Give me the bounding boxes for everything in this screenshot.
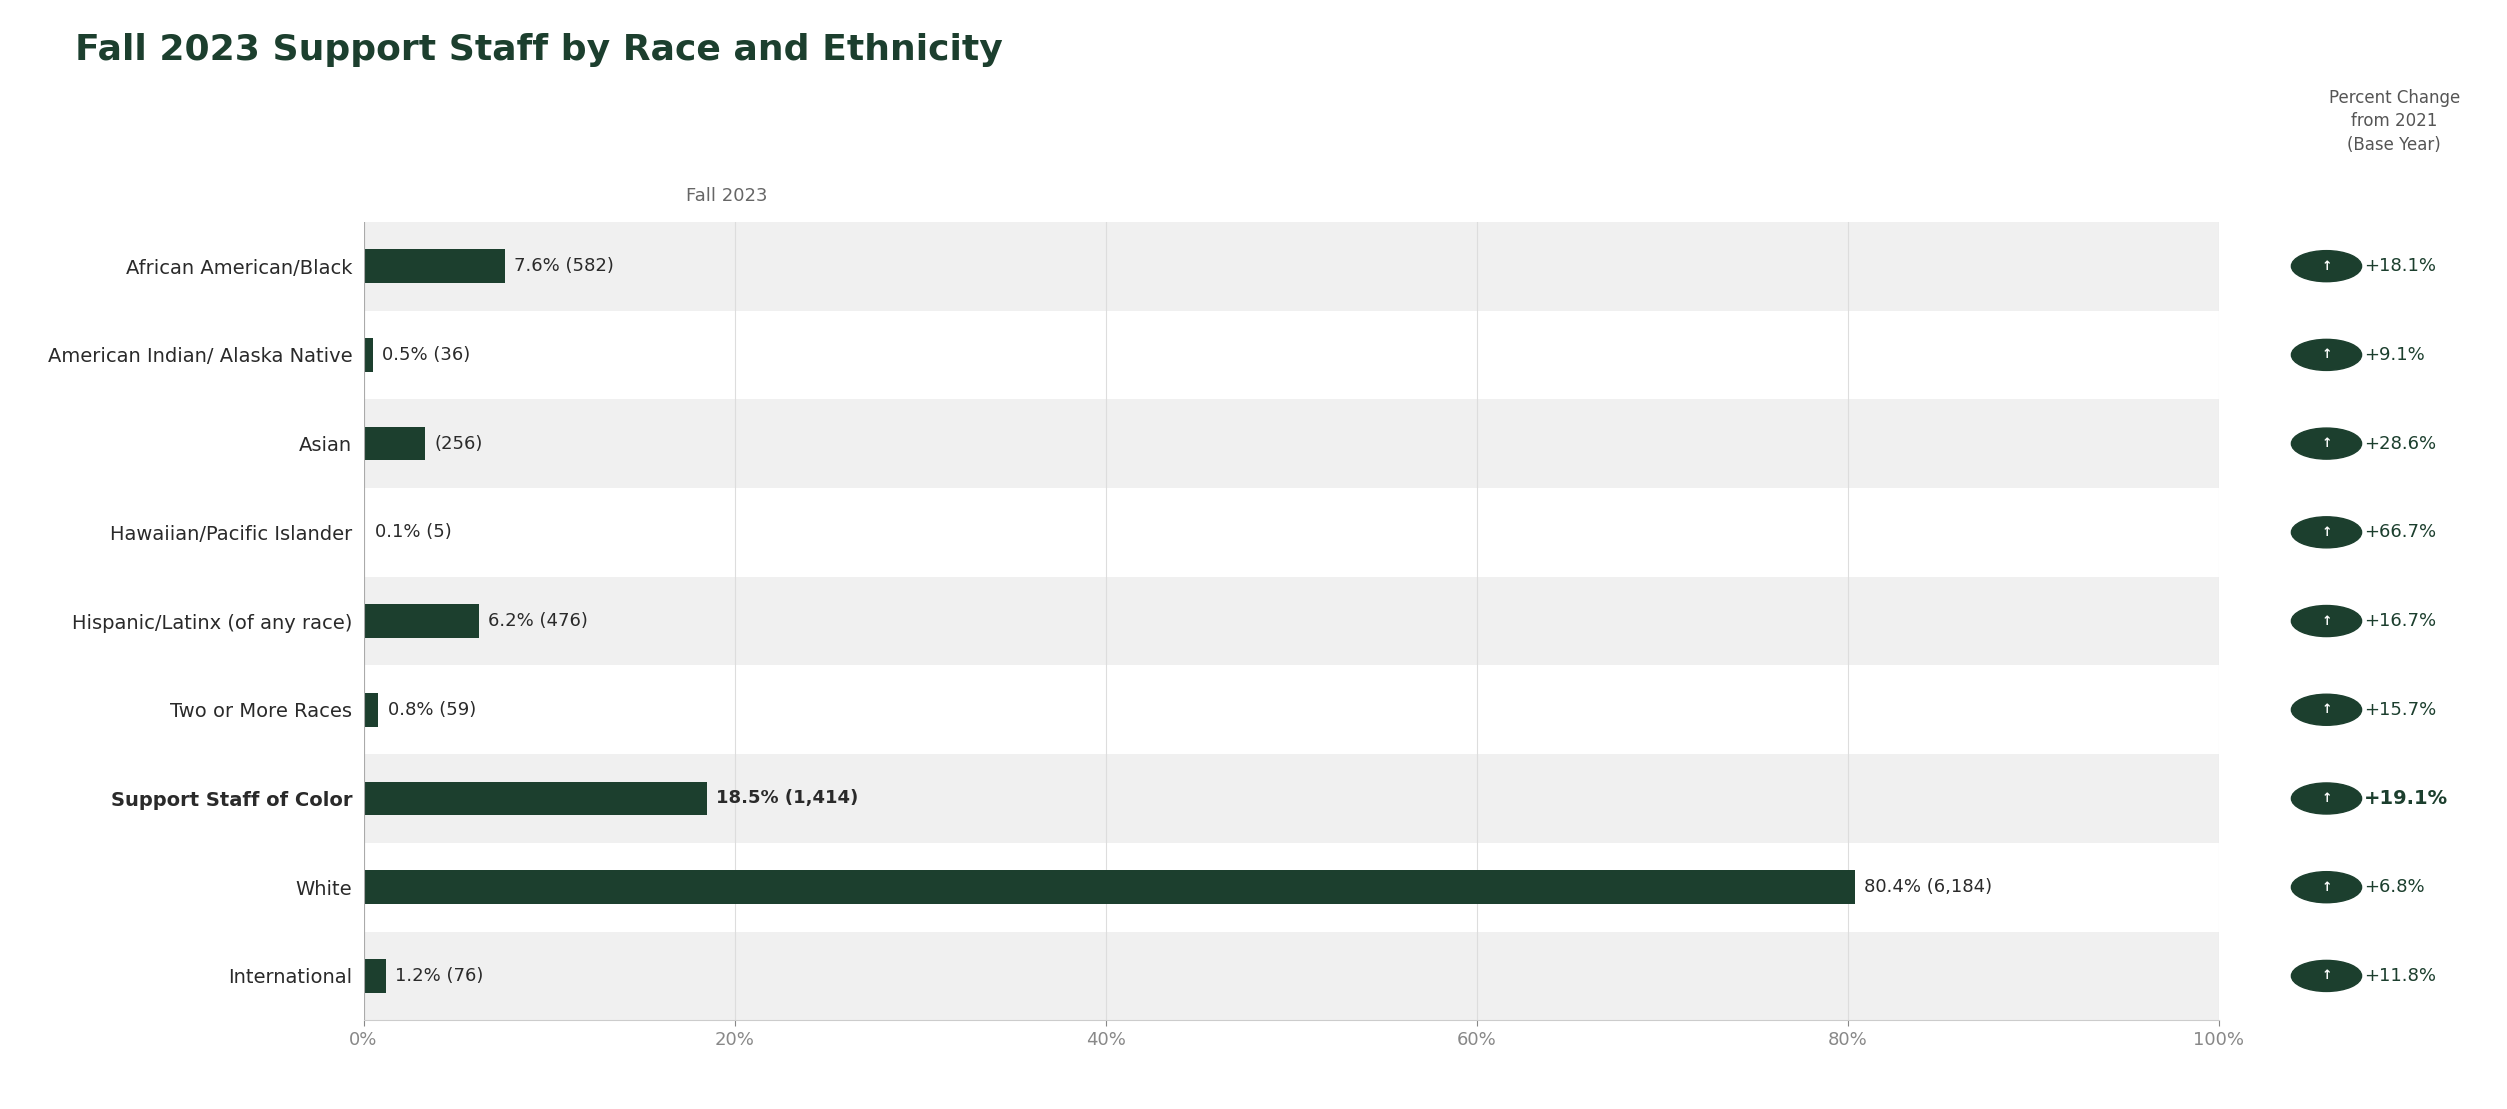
Text: +28.6%: +28.6% <box>2364 435 2437 452</box>
Text: 0.1% (5): 0.1% (5) <box>374 523 451 541</box>
Text: (256): (256) <box>434 435 481 452</box>
Text: 0.8% (59): 0.8% (59) <box>389 701 476 719</box>
Text: 18.5% (1,414): 18.5% (1,414) <box>717 790 857 807</box>
Text: Fall 2023 Support Staff by Race and Ethnicity: Fall 2023 Support Staff by Race and Ethn… <box>75 33 1003 68</box>
Text: +6.8%: +6.8% <box>2364 878 2424 896</box>
Text: +66.7%: +66.7% <box>2364 523 2437 541</box>
Bar <box>364 399 2219 488</box>
Text: 7.6% (582): 7.6% (582) <box>514 257 614 275</box>
Text: 1.2% (76): 1.2% (76) <box>396 967 484 985</box>
Text: ↑: ↑ <box>2321 969 2332 983</box>
Bar <box>364 604 479 638</box>
Text: 80.4% (6,184): 80.4% (6,184) <box>1865 878 1993 896</box>
Bar <box>364 577 2219 665</box>
Text: ↑: ↑ <box>2321 881 2332 894</box>
Text: ↑: ↑ <box>2321 614 2332 628</box>
Text: +15.7%: +15.7% <box>2364 701 2437 719</box>
Text: Fall 2023: Fall 2023 <box>687 187 767 205</box>
Text: ↑: ↑ <box>2321 526 2332 539</box>
Text: +16.7%: +16.7% <box>2364 612 2437 630</box>
Bar <box>364 693 379 726</box>
Text: +19.1%: +19.1% <box>2364 788 2449 808</box>
Text: +11.8%: +11.8% <box>2364 967 2437 985</box>
Bar <box>364 754 2219 843</box>
Bar <box>364 250 504 283</box>
Bar <box>364 427 424 460</box>
Text: Percent Change
from 2021
(Base Year): Percent Change from 2021 (Base Year) <box>2329 89 2459 154</box>
Text: +18.1%: +18.1% <box>2364 257 2437 275</box>
Bar <box>364 222 2219 311</box>
Text: ↑: ↑ <box>2321 792 2332 805</box>
Bar <box>364 338 374 372</box>
Bar <box>364 871 1855 904</box>
Bar <box>364 959 386 993</box>
Text: 6.2% (476): 6.2% (476) <box>489 612 587 630</box>
Bar <box>364 932 2219 1020</box>
Bar <box>364 782 707 815</box>
Text: ↑: ↑ <box>2321 703 2332 716</box>
Text: +9.1%: +9.1% <box>2364 346 2424 364</box>
Text: ↑: ↑ <box>2321 348 2332 362</box>
Text: ↑: ↑ <box>2321 437 2332 450</box>
Text: 0.5% (36): 0.5% (36) <box>381 346 471 364</box>
Text: ↑: ↑ <box>2321 260 2332 273</box>
